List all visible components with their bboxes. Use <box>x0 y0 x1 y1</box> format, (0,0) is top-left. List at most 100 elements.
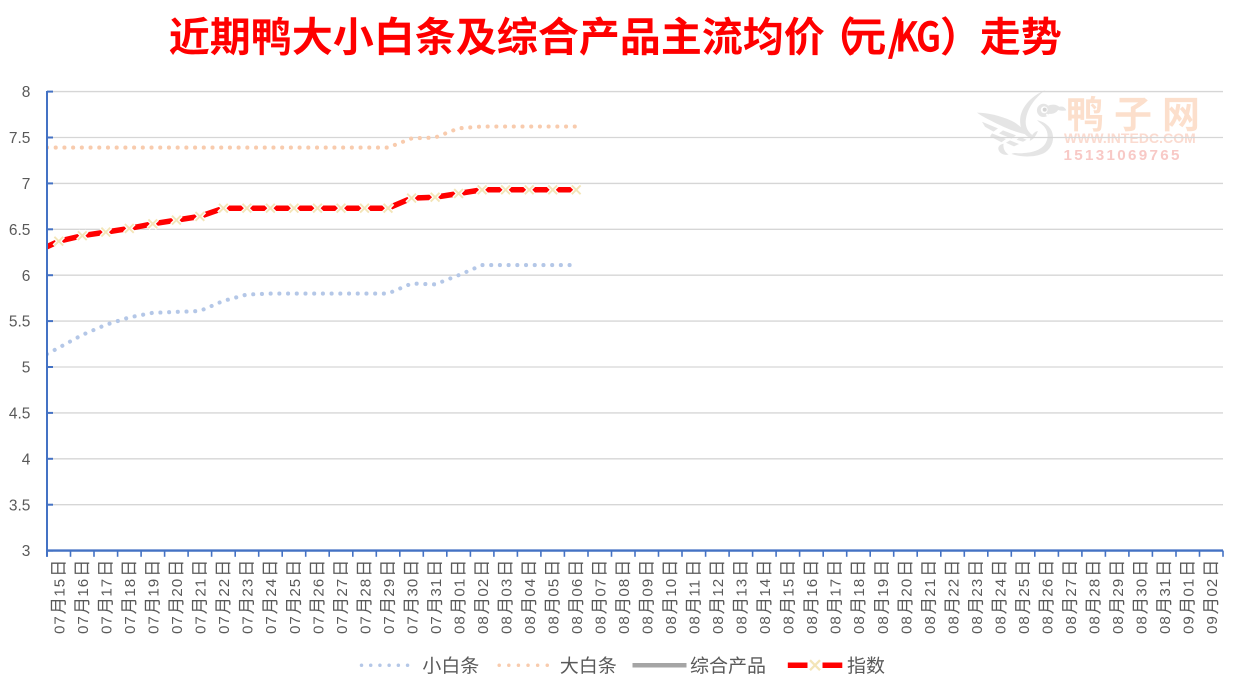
svg-text:20: 20 <box>898 578 915 597</box>
svg-text:09: 09 <box>640 578 657 597</box>
svg-text:24: 24 <box>263 578 280 597</box>
svg-text:02: 02 <box>1204 578 1221 597</box>
svg-text:04: 04 <box>522 578 539 597</box>
svg-text:08: 08 <box>969 615 986 634</box>
svg-text:27: 27 <box>334 578 351 597</box>
svg-text:07: 07 <box>428 615 445 634</box>
svg-text:08: 08 <box>616 578 633 597</box>
svg-text:08: 08 <box>616 615 633 634</box>
svg-text:12: 12 <box>710 578 727 597</box>
svg-text:14: 14 <box>757 578 774 597</box>
svg-text:07: 07 <box>287 615 304 634</box>
svg-text:4.5: 4.5 <box>9 406 31 423</box>
svg-text:31: 31 <box>428 578 445 597</box>
svg-text:08: 08 <box>522 615 539 634</box>
svg-text:01: 01 <box>451 578 468 597</box>
svg-text:03: 03 <box>498 578 515 597</box>
svg-text:22: 22 <box>945 578 962 597</box>
svg-text:07: 07 <box>334 615 351 634</box>
svg-text:30: 30 <box>404 578 421 597</box>
svg-text:08: 08 <box>992 615 1009 634</box>
svg-text:08: 08 <box>828 615 845 634</box>
svg-text:07: 07 <box>122 615 139 634</box>
svg-text:23: 23 <box>969 578 986 597</box>
svg-text:06: 06 <box>569 578 586 597</box>
svg-text:08: 08 <box>875 615 892 634</box>
svg-text:09: 09 <box>1204 615 1221 634</box>
svg-text:19: 19 <box>875 578 892 597</box>
svg-text:28: 28 <box>357 578 374 597</box>
svg-text:08: 08 <box>804 615 821 634</box>
svg-text:10: 10 <box>663 578 680 597</box>
svg-text:07: 07 <box>193 615 210 634</box>
svg-text:07: 07 <box>404 615 421 634</box>
svg-text:08: 08 <box>945 615 962 634</box>
svg-text:08: 08 <box>569 615 586 634</box>
svg-text:5: 5 <box>22 360 31 377</box>
svg-text:17: 17 <box>828 578 845 597</box>
svg-text:08: 08 <box>640 615 657 634</box>
svg-text:07: 07 <box>52 615 69 634</box>
svg-text:07: 07 <box>75 615 92 634</box>
svg-text:21: 21 <box>922 578 939 597</box>
svg-text:08: 08 <box>546 615 563 634</box>
svg-text:20: 20 <box>169 578 186 597</box>
svg-text:01: 01 <box>1181 578 1198 597</box>
svg-text:07: 07 <box>357 615 374 634</box>
svg-text:17: 17 <box>99 578 116 597</box>
svg-text:08: 08 <box>1086 615 1103 634</box>
svg-text:29: 29 <box>381 578 398 597</box>
svg-text:16: 16 <box>75 578 92 597</box>
svg-text:16: 16 <box>804 578 821 597</box>
svg-text:5.5: 5.5 <box>9 314 31 331</box>
svg-text:08: 08 <box>851 615 868 634</box>
svg-text:8: 8 <box>22 84 31 101</box>
svg-text:08: 08 <box>710 615 727 634</box>
svg-text:02: 02 <box>475 578 492 597</box>
svg-text:30: 30 <box>1134 578 1151 597</box>
svg-text:15131069765: 15131069765 <box>1064 147 1182 164</box>
svg-text:3: 3 <box>22 543 31 560</box>
svg-text:07: 07 <box>593 578 610 597</box>
svg-text:28: 28 <box>1086 578 1103 597</box>
svg-text:07: 07 <box>381 615 398 634</box>
svg-text:07: 07 <box>240 615 257 634</box>
svg-text:15: 15 <box>52 578 69 597</box>
svg-text:08: 08 <box>475 615 492 634</box>
svg-text:08: 08 <box>922 615 939 634</box>
svg-text:08: 08 <box>593 615 610 634</box>
svg-text:08: 08 <box>498 615 515 634</box>
svg-text:26: 26 <box>310 578 327 597</box>
svg-text:27: 27 <box>1063 578 1080 597</box>
svg-text:08: 08 <box>687 615 704 634</box>
svg-text:07: 07 <box>169 615 186 634</box>
svg-text:13: 13 <box>734 578 751 597</box>
svg-text:07: 07 <box>310 615 327 634</box>
svg-text:08: 08 <box>1157 615 1174 634</box>
svg-text:07: 07 <box>99 615 116 634</box>
svg-text:15: 15 <box>781 578 798 597</box>
svg-text:08: 08 <box>734 615 751 634</box>
svg-text:07: 07 <box>216 615 233 634</box>
svg-text:05: 05 <box>546 578 563 597</box>
svg-text:07: 07 <box>263 615 280 634</box>
svg-text:25: 25 <box>287 578 304 597</box>
svg-text:6.5: 6.5 <box>9 222 31 239</box>
svg-text:3.5: 3.5 <box>9 497 31 514</box>
svg-text:08: 08 <box>1134 615 1151 634</box>
svg-text:19: 19 <box>146 578 163 597</box>
svg-text:08: 08 <box>1063 615 1080 634</box>
svg-text:25: 25 <box>1016 578 1033 597</box>
svg-text:7: 7 <box>22 176 31 193</box>
svg-text:08: 08 <box>757 615 774 634</box>
svg-text:26: 26 <box>1039 578 1056 597</box>
svg-text:08: 08 <box>451 615 468 634</box>
svg-text:08: 08 <box>1039 615 1056 634</box>
svg-text:07: 07 <box>146 615 163 634</box>
svg-text:29: 29 <box>1110 578 1127 597</box>
svg-text:24: 24 <box>992 578 1009 597</box>
svg-text:08: 08 <box>1110 615 1127 634</box>
svg-text:31: 31 <box>1157 578 1174 597</box>
svg-text:08: 08 <box>898 615 915 634</box>
svg-text:09: 09 <box>1181 615 1198 634</box>
